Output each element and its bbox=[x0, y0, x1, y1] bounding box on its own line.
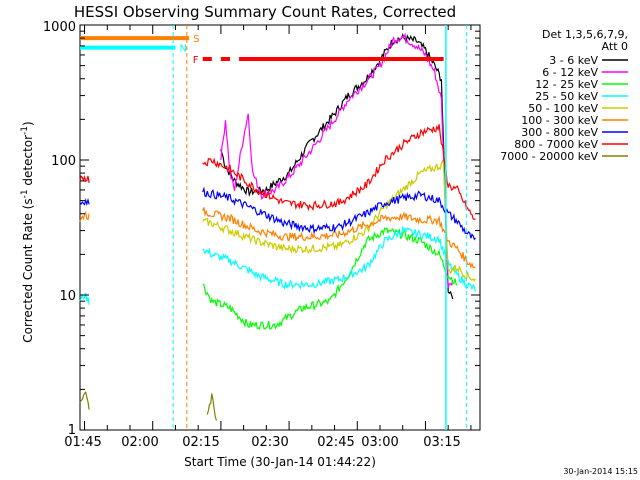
y-tick-label: 1000 bbox=[43, 20, 76, 35]
series-line bbox=[79, 207, 476, 269]
dashed-markers bbox=[172, 25, 467, 430]
series-line bbox=[79, 390, 217, 421]
y-tick-label: 1 bbox=[68, 423, 76, 438]
x-tick-label: 02:00 bbox=[121, 435, 158, 450]
x-tick-label: 02:45 bbox=[317, 435, 354, 450]
x-axis-label: Start Time (30-Jan-14 01:44:22) bbox=[184, 455, 376, 469]
plot-frame bbox=[79, 24, 481, 431]
legend-entry-label: 12 - 25 keV bbox=[535, 78, 598, 91]
x-tick-label: 03:00 bbox=[361, 435, 398, 450]
legend-header: Det 1,3,5,6,7,9, bbox=[542, 28, 628, 41]
legend-header: Att 0 bbox=[602, 40, 628, 53]
chart-title: HESSI Observing Summary Count Rates, Cor… bbox=[74, 3, 456, 21]
legend-entry-label: 6 - 12 keV bbox=[542, 66, 598, 79]
x-tick-label: 01:45 bbox=[64, 435, 101, 450]
tick-marks bbox=[80, 25, 480, 431]
legend-entry-label: 300 - 800 keV bbox=[521, 126, 598, 139]
y-label-part: ) bbox=[21, 121, 35, 126]
y-label-part: Corrected Count Rate (s bbox=[21, 198, 35, 342]
y-label-part: detector bbox=[21, 135, 35, 190]
y-label-sup: -1 bbox=[20, 189, 30, 198]
series-line bbox=[202, 159, 477, 282]
flag-label: S bbox=[193, 34, 199, 45]
flag-label: N bbox=[179, 44, 186, 55]
legend-entry-label: 100 - 300 keV bbox=[521, 114, 598, 127]
y-label-sup: -1 bbox=[20, 126, 30, 135]
legend-entry-label: 800 - 7000 keV bbox=[514, 138, 598, 151]
timestamp: 30-Jan-2014 15:15 bbox=[563, 467, 638, 476]
legend-entry-label: 50 - 100 keV bbox=[528, 102, 598, 115]
series-line bbox=[79, 186, 476, 241]
y-tick-label: 10 bbox=[59, 289, 76, 304]
series-line bbox=[220, 32, 454, 288]
y-axis-label: Corrected Count Rate (s-1 detector-1) bbox=[20, 121, 35, 342]
flag-label: F bbox=[193, 55, 199, 66]
x-tick-label: 02:15 bbox=[182, 435, 219, 450]
y-tick-label: 100 bbox=[51, 154, 76, 169]
series-line bbox=[220, 33, 454, 300]
legend-entry-label: 3 - 6 keV bbox=[549, 54, 598, 67]
x-tick-label: 02:30 bbox=[251, 435, 288, 450]
series-line bbox=[79, 225, 477, 305]
series-line bbox=[202, 226, 458, 331]
series-line bbox=[79, 124, 476, 220]
series-layer bbox=[79, 32, 477, 421]
legend-entry-label: 7000 - 20000 keV bbox=[500, 150, 598, 163]
x-tick-label: 03:15 bbox=[423, 435, 460, 450]
legend-entry-label: 25 - 50 keV bbox=[535, 90, 598, 103]
flag-layer: SNF bbox=[80, 34, 444, 66]
